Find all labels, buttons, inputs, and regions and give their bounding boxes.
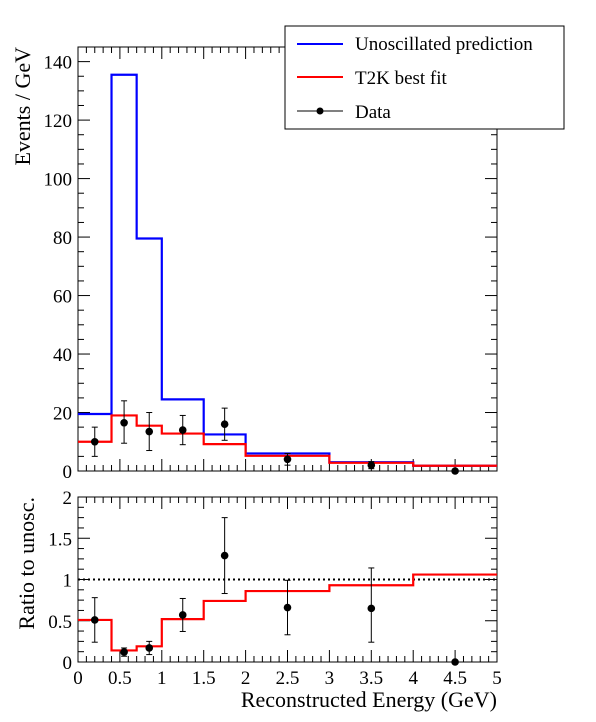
ratio-data-point bbox=[451, 658, 459, 666]
x-axis-title: Reconstructed Energy (GeV) bbox=[241, 687, 497, 712]
ratio-data-point bbox=[220, 551, 229, 560]
ratio-panel: 0 0.5 1 1.5 2 0 0.5 1 1.5 2 2.5 3 3.5 4 4.5 5 Ratio to… bbox=[14, 488, 502, 712]
ratio-x-tick-label: 5 bbox=[492, 668, 502, 689]
ratio-y-tick-label: 0 bbox=[63, 653, 73, 674]
ratio-panel-x-tick-labels: 0 0.5 1 1.5 2 2.5 3 3.5 4 4.5 5 bbox=[73, 668, 502, 689]
ratio-x-tick-label: 0.5 bbox=[108, 668, 132, 689]
events-data-point bbox=[145, 427, 154, 436]
events-y-tick-label: 40 bbox=[53, 345, 72, 366]
legend-label-unoscillated: Unoscillated prediction bbox=[355, 34, 533, 55]
events-y-tick-label: 100 bbox=[44, 170, 73, 191]
legend: Unoscillated prediction T2K best fit Dat… bbox=[284, 25, 565, 130]
ratio-data-point bbox=[90, 616, 99, 624]
ratio-y-tick-label: 0.5 bbox=[48, 612, 72, 633]
ratio-y-axis-title: Ratio to unosc. bbox=[14, 497, 39, 630]
events-panel-y-tick-labels: 0 20 40 60 80 100 120 140 bbox=[44, 53, 73, 483]
events-data-point bbox=[178, 426, 187, 434]
ratio-data-point bbox=[120, 648, 128, 656]
ratio-x-tick-label: 3.5 bbox=[359, 668, 383, 689]
ratio-y-tick-label: 1.5 bbox=[48, 529, 72, 550]
ratio-x-tick-label: 4.5 bbox=[443, 668, 467, 689]
events-y-tick-label: 120 bbox=[44, 111, 73, 132]
events-step-unoscillated-prediction bbox=[78, 73, 497, 467]
events-y-tick-label: 140 bbox=[44, 53, 73, 74]
ratio-data-point bbox=[367, 604, 376, 613]
events-y-tick-label: 20 bbox=[53, 404, 72, 425]
events-data-point bbox=[367, 461, 376, 469]
ratio-data-point bbox=[178, 611, 187, 619]
ratio-x-tick-label: 3 bbox=[325, 668, 335, 689]
ratio-x-tick-label: 4 bbox=[408, 668, 418, 689]
events-y-tick-label: 60 bbox=[53, 287, 72, 308]
ratio-panel-series bbox=[78, 517, 497, 666]
events-y-tick-label: 0 bbox=[63, 462, 73, 483]
ratio-x-tick-label: 1 bbox=[157, 668, 167, 689]
legend-label-best-fit: T2K best fit bbox=[355, 68, 448, 89]
ratio-panel-y-tick-labels: 0 0.5 1 1.5 2 bbox=[48, 488, 72, 674]
ratio-y-tick-label: 1 bbox=[63, 571, 73, 592]
ratio-x-tick-label: 0 bbox=[73, 668, 83, 689]
legend-label-data: Data bbox=[355, 102, 391, 123]
ratio-data-point bbox=[145, 644, 154, 652]
events-data-point bbox=[220, 420, 229, 429]
legend-swatch-data-marker bbox=[316, 107, 324, 115]
events-data-point bbox=[90, 437, 99, 446]
ratio-data-point bbox=[283, 603, 292, 612]
events-y-axis-title: Events / GeV bbox=[10, 47, 35, 166]
ratio-x-tick-label: 2.5 bbox=[276, 668, 300, 689]
ratio-y-tick-label: 2 bbox=[63, 488, 73, 509]
events-panel-series bbox=[78, 73, 497, 475]
events-data-point bbox=[120, 418, 128, 427]
events-data-point bbox=[451, 467, 459, 475]
events-data-point bbox=[283, 455, 292, 464]
events-y-tick-label: 80 bbox=[53, 228, 72, 249]
ratio-x-tick-label: 2 bbox=[241, 668, 251, 689]
ratio-panel-ticks bbox=[77, 496, 498, 663]
ratio-x-tick-label: 1.5 bbox=[192, 668, 216, 689]
